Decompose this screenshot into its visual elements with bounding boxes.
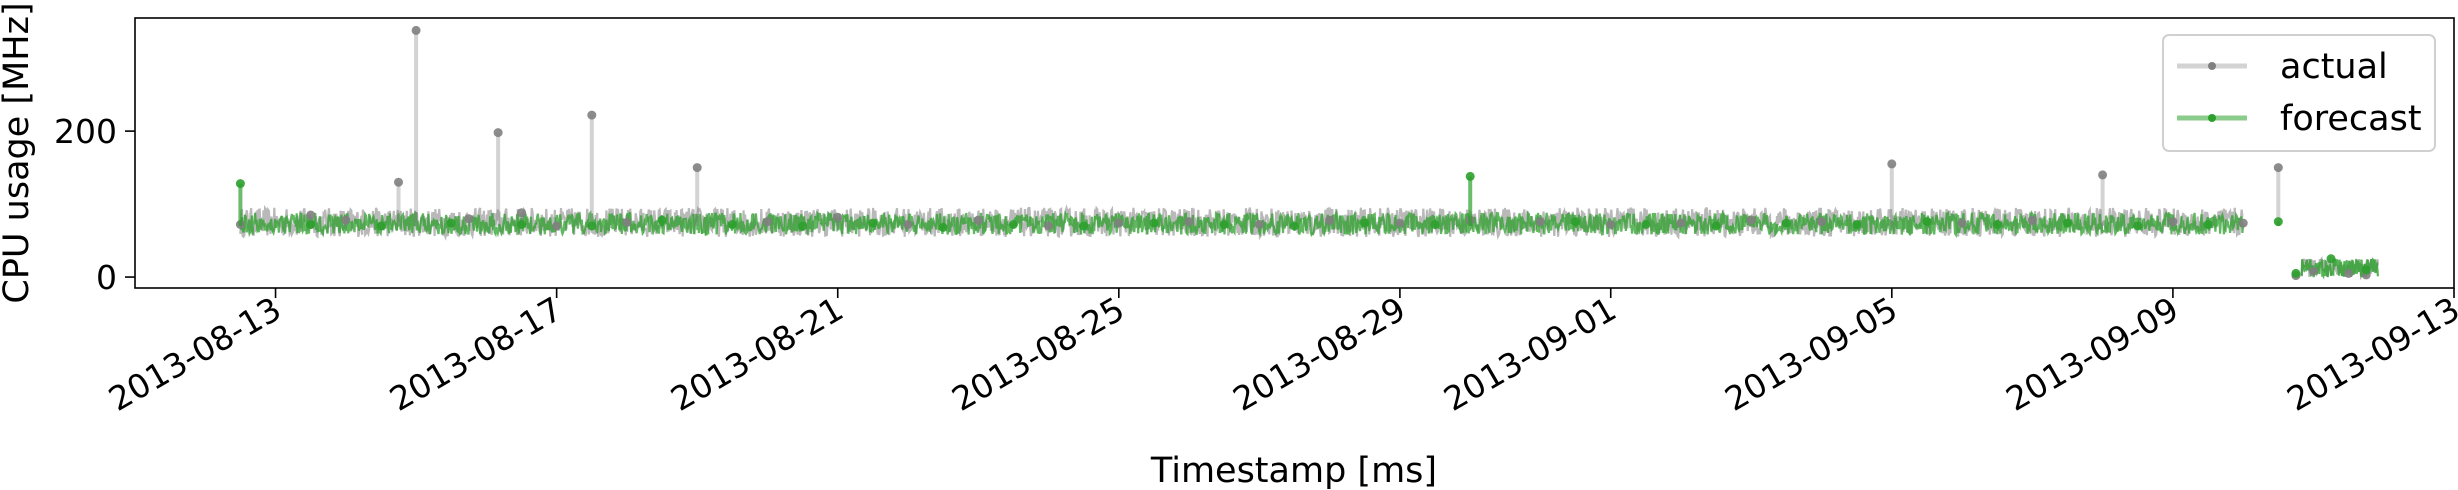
forecast-point (727, 220, 737, 229)
forecast-point (1852, 220, 1862, 229)
x-axis: 2013-08-13 2013-08-17 2013-08-21 2013-08-25… (102, 288, 2458, 419)
actual-point (1395, 218, 1405, 228)
y-axis-label: CPU usage [MHz] (0, 2, 37, 303)
actual-point (2027, 215, 2037, 225)
x-axis-label: Timestamp [ms] (1150, 451, 1437, 490)
legend-box (2162, 34, 2436, 152)
x-tick-label: 2013-09-01 (1437, 289, 1623, 419)
x-tick-label: 2013-08-13 (102, 289, 288, 419)
actual-point (2273, 163, 2283, 173)
actual-point (1325, 215, 1335, 225)
actual-point (517, 208, 526, 218)
actual-point (1114, 218, 1124, 228)
forecast-point (1641, 220, 1651, 229)
forecast-point (1290, 221, 1299, 231)
actual-point (2309, 266, 2318, 276)
forecast-point (1571, 217, 1581, 227)
forecast-point (446, 218, 456, 228)
actual-point (1746, 215, 1756, 225)
actual-point (1184, 217, 1194, 227)
forecast-point (2203, 220, 2213, 229)
forecast-point (868, 218, 878, 228)
forecast-point (2291, 268, 2301, 278)
actual-point (552, 221, 562, 231)
plot-frame (134, 17, 2455, 289)
forecast-point (1360, 218, 1370, 228)
forecast-point (798, 221, 808, 231)
actual-point (587, 110, 597, 120)
forecast-point (2133, 221, 2143, 231)
actual-point (1817, 217, 1826, 227)
forecast-band-path (239, 209, 2245, 239)
actual-point (2344, 268, 2354, 278)
actual-point (903, 220, 913, 229)
actual-point (763, 217, 772, 227)
forecast-point (376, 221, 386, 231)
forecast-point (235, 179, 245, 189)
actual-point (1254, 220, 1264, 229)
y-tick-label: 0 (96, 258, 117, 297)
actual-point (493, 128, 503, 138)
x-tick-label: 2013-09-05 (1718, 289, 1904, 419)
actual-point (341, 215, 351, 225)
actual-point (464, 214, 474, 224)
forecast-point (1219, 220, 1229, 229)
forecast-point (306, 220, 316, 229)
forecast-point (1079, 221, 1089, 231)
forecast-point (517, 220, 526, 229)
legend-label-actual: actual (2280, 47, 2388, 87)
forecast-point (2273, 217, 2283, 227)
actual-point (692, 163, 702, 173)
legend: actual forecast (2162, 34, 2436, 152)
x-tick-label: 2013-08-17 (383, 289, 569, 419)
forecast-point (1149, 218, 1159, 228)
legend-marker-actual (2208, 62, 2216, 70)
actual-point (1676, 218, 1686, 228)
legend-label-forecast: forecast (2280, 99, 2422, 139)
forecast-point (1781, 218, 1791, 228)
forecast-point (1922, 217, 1932, 227)
forecast-point (2326, 254, 2336, 264)
x-tick-label: 2013-09-13 (2280, 289, 2458, 419)
actual-point (622, 217, 632, 227)
y-axis: 0 200 (54, 112, 135, 297)
x-tick-label: 2013-09-09 (1999, 289, 2185, 419)
forecast-point (1992, 220, 2002, 229)
forecast-point (2063, 218, 2072, 228)
actual-point (306, 210, 316, 220)
forecast-point (1711, 221, 1721, 231)
actual-point (1044, 221, 1053, 231)
actual-point (2238, 218, 2248, 228)
forecast-series (235, 171, 2371, 278)
actual-point (394, 177, 403, 187)
actual-point (1957, 218, 1967, 228)
x-tick-label: 2013-08-25 (945, 289, 1131, 419)
y-tick-label: 200 (54, 112, 117, 151)
actual-point (1887, 159, 1897, 169)
actual-point (833, 212, 843, 222)
actual-point (2168, 217, 2178, 227)
actual-point (411, 25, 421, 35)
forecast-point (938, 222, 948, 232)
forecast-point (2361, 265, 2371, 275)
x-tick-label: 2013-08-21 (664, 289, 850, 419)
x-tick-label: 2013-08-29 (1226, 289, 1412, 419)
plot-background (135, 18, 2454, 288)
actual-point (1606, 220, 1616, 229)
actual-point (1536, 217, 1545, 227)
actual-point (973, 215, 983, 225)
forecast-point (1465, 171, 1475, 181)
legend-marker-forecast (2208, 114, 2216, 122)
actual-point (2098, 170, 2108, 180)
forecast-point (587, 221, 597, 231)
forecast-point (1430, 220, 1440, 229)
forecast-point (1008, 220, 1018, 229)
forecast-point (657, 215, 667, 225)
